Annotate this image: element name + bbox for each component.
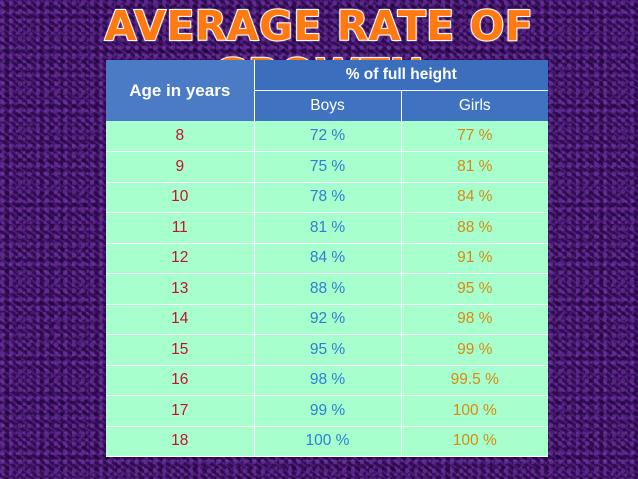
boys-cell: 98 % [254,365,402,396]
table-row: 15 95 % 99 % [106,334,549,366]
boys-cell: 72 % [254,121,402,152]
girls-cell: 98 % [401,304,549,335]
girls-cell: 99 % [401,334,549,366]
girls-column-header: Girls [401,90,549,121]
girls-cell: 100 % [401,395,549,427]
table-body: 8 72 % 77 % 9 75 % 81 % 10 78 % 84 % 11 … [106,121,549,457]
girls-cell: 88 % [401,212,549,244]
table-row: 18 100 % 100 % [106,426,549,457]
table-row: 17 99 % 100 % [106,395,549,427]
age-cell: 15 [106,334,255,366]
boys-cell: 75 % [254,151,402,183]
age-cell: 11 [106,212,255,244]
girls-cell: 91 % [401,243,549,274]
age-column-header: Age in years [106,60,255,121]
girls-cell: 95 % [401,273,549,305]
age-cell: 14 [106,304,255,335]
age-cell: 9 [106,151,255,183]
table-row: 16 98 % 99.5 % [106,365,549,396]
age-cell: 13 [106,273,255,305]
girls-cell: 100 % [401,426,549,457]
boys-cell: 92 % [254,304,402,335]
girls-cell: 84 % [401,182,549,213]
boys-cell: 78 % [254,182,402,213]
table-row: 11 81 % 88 % [106,212,549,244]
table-header-row: Age in years % of full height [106,60,549,121]
table-row: 14 92 % 98 % [106,304,549,335]
boys-cell: 88 % [254,273,402,305]
age-cell: 12 [106,243,255,274]
girls-cell: 99.5 % [401,365,549,396]
table-subheader-row: Boys Girls [106,90,549,121]
boys-column-header: Boys [254,90,402,121]
growth-table: Age in years % of full height Boys Girls… [106,60,549,457]
girls-cell: 81 % [401,151,549,183]
boys-cell: 95 % [254,334,402,366]
table-row: 9 75 % 81 % [106,151,549,183]
age-cell: 10 [106,182,255,213]
girls-cell: 77 % [401,121,549,152]
table-row: 10 78 % 84 % [106,182,549,213]
age-cell: 17 [106,395,255,427]
table-row: 13 88 % 95 % [106,273,549,305]
full-height-group-header: % of full height [254,60,549,91]
boys-cell: 81 % [254,212,402,244]
boys-cell: 100 % [254,426,402,457]
age-cell: 16 [106,365,255,396]
age-cell: 18 [106,426,255,457]
age-cell: 8 [106,121,255,152]
table-row: 8 72 % 77 % [106,121,549,152]
table-row: 12 84 % 91 % [106,243,549,274]
boys-cell: 99 % [254,395,402,427]
boys-cell: 84 % [254,243,402,274]
